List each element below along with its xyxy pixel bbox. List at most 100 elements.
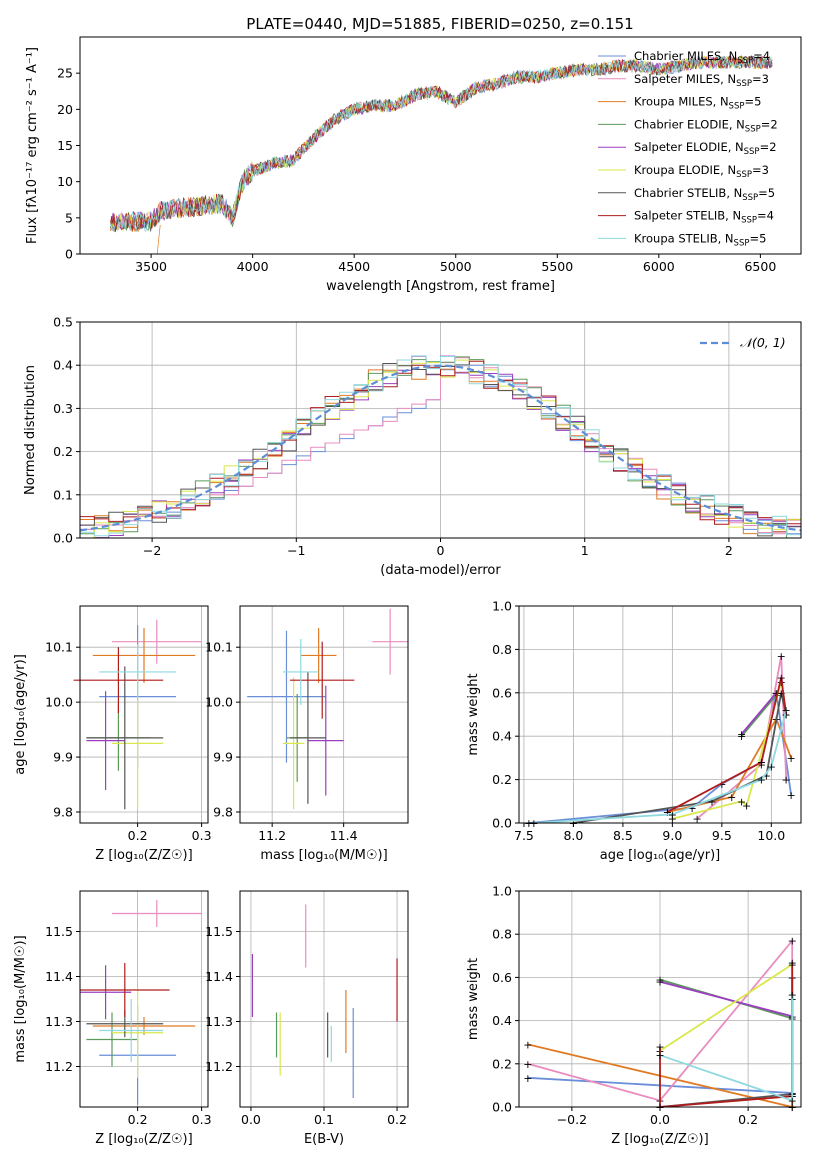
ageM-y-tick-label: 10.1 bbox=[205, 640, 233, 655]
wZ-point-marker: + bbox=[523, 1038, 532, 1051]
wZ-xlabel: Z [log₁₀(Z/Z☉)] bbox=[611, 1132, 708, 1147]
wAge-x-tick-label: 10.0 bbox=[757, 828, 785, 843]
ageM-x-tick-label: 11.4 bbox=[330, 828, 358, 843]
wAge-point-marker: + bbox=[782, 704, 791, 717]
residuals-x-tick-label: 2 bbox=[725, 543, 733, 558]
massEbv-y-tick-label: 11.5 bbox=[205, 924, 233, 939]
wZ-point-marker: + bbox=[523, 1072, 532, 1085]
wZ-series-line bbox=[659, 980, 793, 1018]
spectrum-x-tick-label: 6500 bbox=[744, 259, 776, 274]
spectrum-legend-label: Chabrier ELODIE, NSSP=2 bbox=[634, 117, 778, 134]
residuals-y-tick-label: 0.3 bbox=[53, 401, 73, 416]
wAge-point-marker: + bbox=[668, 808, 677, 821]
ageM-y-tick-label: 9.9 bbox=[213, 750, 233, 765]
massZ-xlabel: Z [log₁₀(Z/Z☉)] bbox=[95, 1132, 192, 1147]
spectrum-x-tick-label: 4000 bbox=[237, 259, 269, 274]
massZ-y-tick-label: 11.5 bbox=[45, 924, 73, 939]
massZ-x-tick-label: 0.3 bbox=[192, 1112, 212, 1127]
massEbv-y-tick-label: 11.4 bbox=[205, 969, 233, 984]
figure-title: PLATE=0440, MJD=51885, FIBERID=0250, z=0… bbox=[246, 15, 633, 33]
spectrum-legend-label: Chabrier STELIB, NSSP=5 bbox=[634, 186, 775, 203]
wZ-series-line bbox=[659, 977, 794, 1108]
ageZ-x-tick-label: 0.3 bbox=[192, 828, 212, 843]
residuals-frame bbox=[79, 321, 802, 539]
wZ-point-marker: + bbox=[788, 989, 797, 1002]
residuals-x-tick-label: −2 bbox=[143, 543, 161, 558]
wAge-frame bbox=[518, 605, 802, 824]
massZ-y-tick-label: 11.4 bbox=[45, 969, 73, 984]
wAge-y-tick-label: 0.2 bbox=[492, 772, 512, 787]
spectrum-y-tick-label: 20 bbox=[57, 102, 73, 117]
wZ-point-marker: + bbox=[655, 976, 664, 989]
ageZ-y-tick-label: 9.8 bbox=[53, 805, 73, 820]
massEbv-xlabel: E(B-V) bbox=[304, 1132, 344, 1147]
wAge-series-line bbox=[740, 692, 777, 735]
wAge-x-tick-label: 9.5 bbox=[712, 828, 732, 843]
ageM-frame bbox=[239, 605, 409, 824]
spectrum-y-tick-label: 0 bbox=[65, 247, 73, 262]
wAge-point-marker: + bbox=[782, 709, 791, 722]
spectrum-series-line bbox=[110, 55, 773, 255]
wAge-point-marker: + bbox=[663, 806, 672, 819]
spectrum-legend-label: Kroupa ELODIE, NSSP=3 bbox=[634, 163, 769, 180]
wAge-point-marker: + bbox=[688, 802, 697, 815]
wAge-point-marker: + bbox=[757, 758, 766, 771]
wAge-point-marker: + bbox=[762, 769, 771, 782]
wZ-point-marker: + bbox=[523, 1058, 532, 1071]
wAge-point-marker: + bbox=[737, 730, 746, 743]
residuals-x-tick-label: 0 bbox=[437, 543, 445, 558]
wZ-y-tick-label: 1.0 bbox=[492, 884, 512, 899]
wAge-y-tick-label: 0.4 bbox=[492, 729, 512, 744]
spectrum-x-tick-label: 5000 bbox=[440, 259, 472, 274]
ageZ-y-tick-label: 9.9 bbox=[53, 750, 73, 765]
massZ-ylabel: mass [log₁₀(M/M☉)] bbox=[13, 935, 28, 1062]
residuals-y-tick-label: 0.4 bbox=[53, 358, 73, 373]
wZ-point-marker: + bbox=[655, 974, 664, 987]
wZ-x-tick-label: 0.0 bbox=[650, 1112, 670, 1127]
residuals-y-tick-label: 0.1 bbox=[53, 487, 73, 502]
residuals-histogram-step bbox=[80, 355, 801, 537]
wAge-x-tick-label: 8.5 bbox=[613, 828, 633, 843]
wAge-y-tick-label: 1.0 bbox=[492, 599, 512, 614]
spectrum-y-tick-label: 5 bbox=[65, 210, 73, 225]
residuals-legend-label: 𝒩(0, 1) bbox=[740, 335, 786, 350]
wZ-x-tick-label: −0.2 bbox=[557, 1112, 587, 1127]
wZ-y-tick-label: 0.8 bbox=[492, 927, 512, 942]
wZ-series-line bbox=[659, 962, 794, 1108]
residuals-y-tick-label: 0.5 bbox=[53, 315, 73, 330]
massEbv-y-tick-label: 11.3 bbox=[205, 1014, 233, 1029]
wZ-ylabel: mass weight bbox=[466, 958, 481, 1040]
ageZ-frame bbox=[79, 605, 209, 824]
wZ-y-tick-label: 0.4 bbox=[492, 1013, 512, 1028]
massZ-frame bbox=[79, 890, 209, 1108]
wAge-point-marker: + bbox=[777, 650, 786, 663]
ageM-x-tick-label: 11.2 bbox=[258, 828, 286, 843]
wAge-point-marker: + bbox=[742, 800, 751, 813]
wAge-point-marker: + bbox=[782, 774, 791, 787]
wAge-point-marker: + bbox=[663, 806, 672, 819]
spectrum-x-tick-label: 3500 bbox=[135, 259, 167, 274]
residuals-histogram-step bbox=[80, 364, 801, 535]
ageZ-y-tick-label: 10.1 bbox=[45, 640, 73, 655]
wAge-point-marker: + bbox=[737, 795, 746, 808]
wAge-y-tick-label: 0.0 bbox=[492, 816, 512, 831]
spectrum-legend-label: Kroupa STELIB, NSSP=5 bbox=[634, 231, 766, 248]
wAge-y-tick-label: 0.6 bbox=[492, 685, 512, 700]
wAge-point-marker: + bbox=[692, 813, 701, 826]
wAge-series-line bbox=[528, 692, 792, 824]
massZ-y-tick-label: 11.2 bbox=[45, 1059, 73, 1074]
wAge-x-tick-label: 7.5 bbox=[514, 828, 534, 843]
wAge-point-marker: + bbox=[786, 752, 795, 765]
residuals-y-tick-label: 0.2 bbox=[53, 444, 73, 459]
wAge-series-line bbox=[573, 692, 788, 824]
spectrum-legend-label: Salpeter MILES, NSSP=3 bbox=[634, 72, 769, 89]
wAge-point-marker: + bbox=[717, 778, 726, 791]
spectrum-frame bbox=[79, 36, 802, 255]
wZ-point-marker: + bbox=[788, 956, 797, 969]
spectrum-x-tick-label: 4500 bbox=[338, 259, 370, 274]
wAge-point-marker: + bbox=[786, 789, 795, 802]
spectrum-legend-label: Chabrier MILES, NSSP=4 bbox=[634, 49, 770, 66]
wAge-point-marker: + bbox=[767, 761, 776, 774]
massZ-x-tick-label: 0.2 bbox=[128, 1112, 148, 1127]
wAge-point-marker: + bbox=[777, 672, 786, 685]
